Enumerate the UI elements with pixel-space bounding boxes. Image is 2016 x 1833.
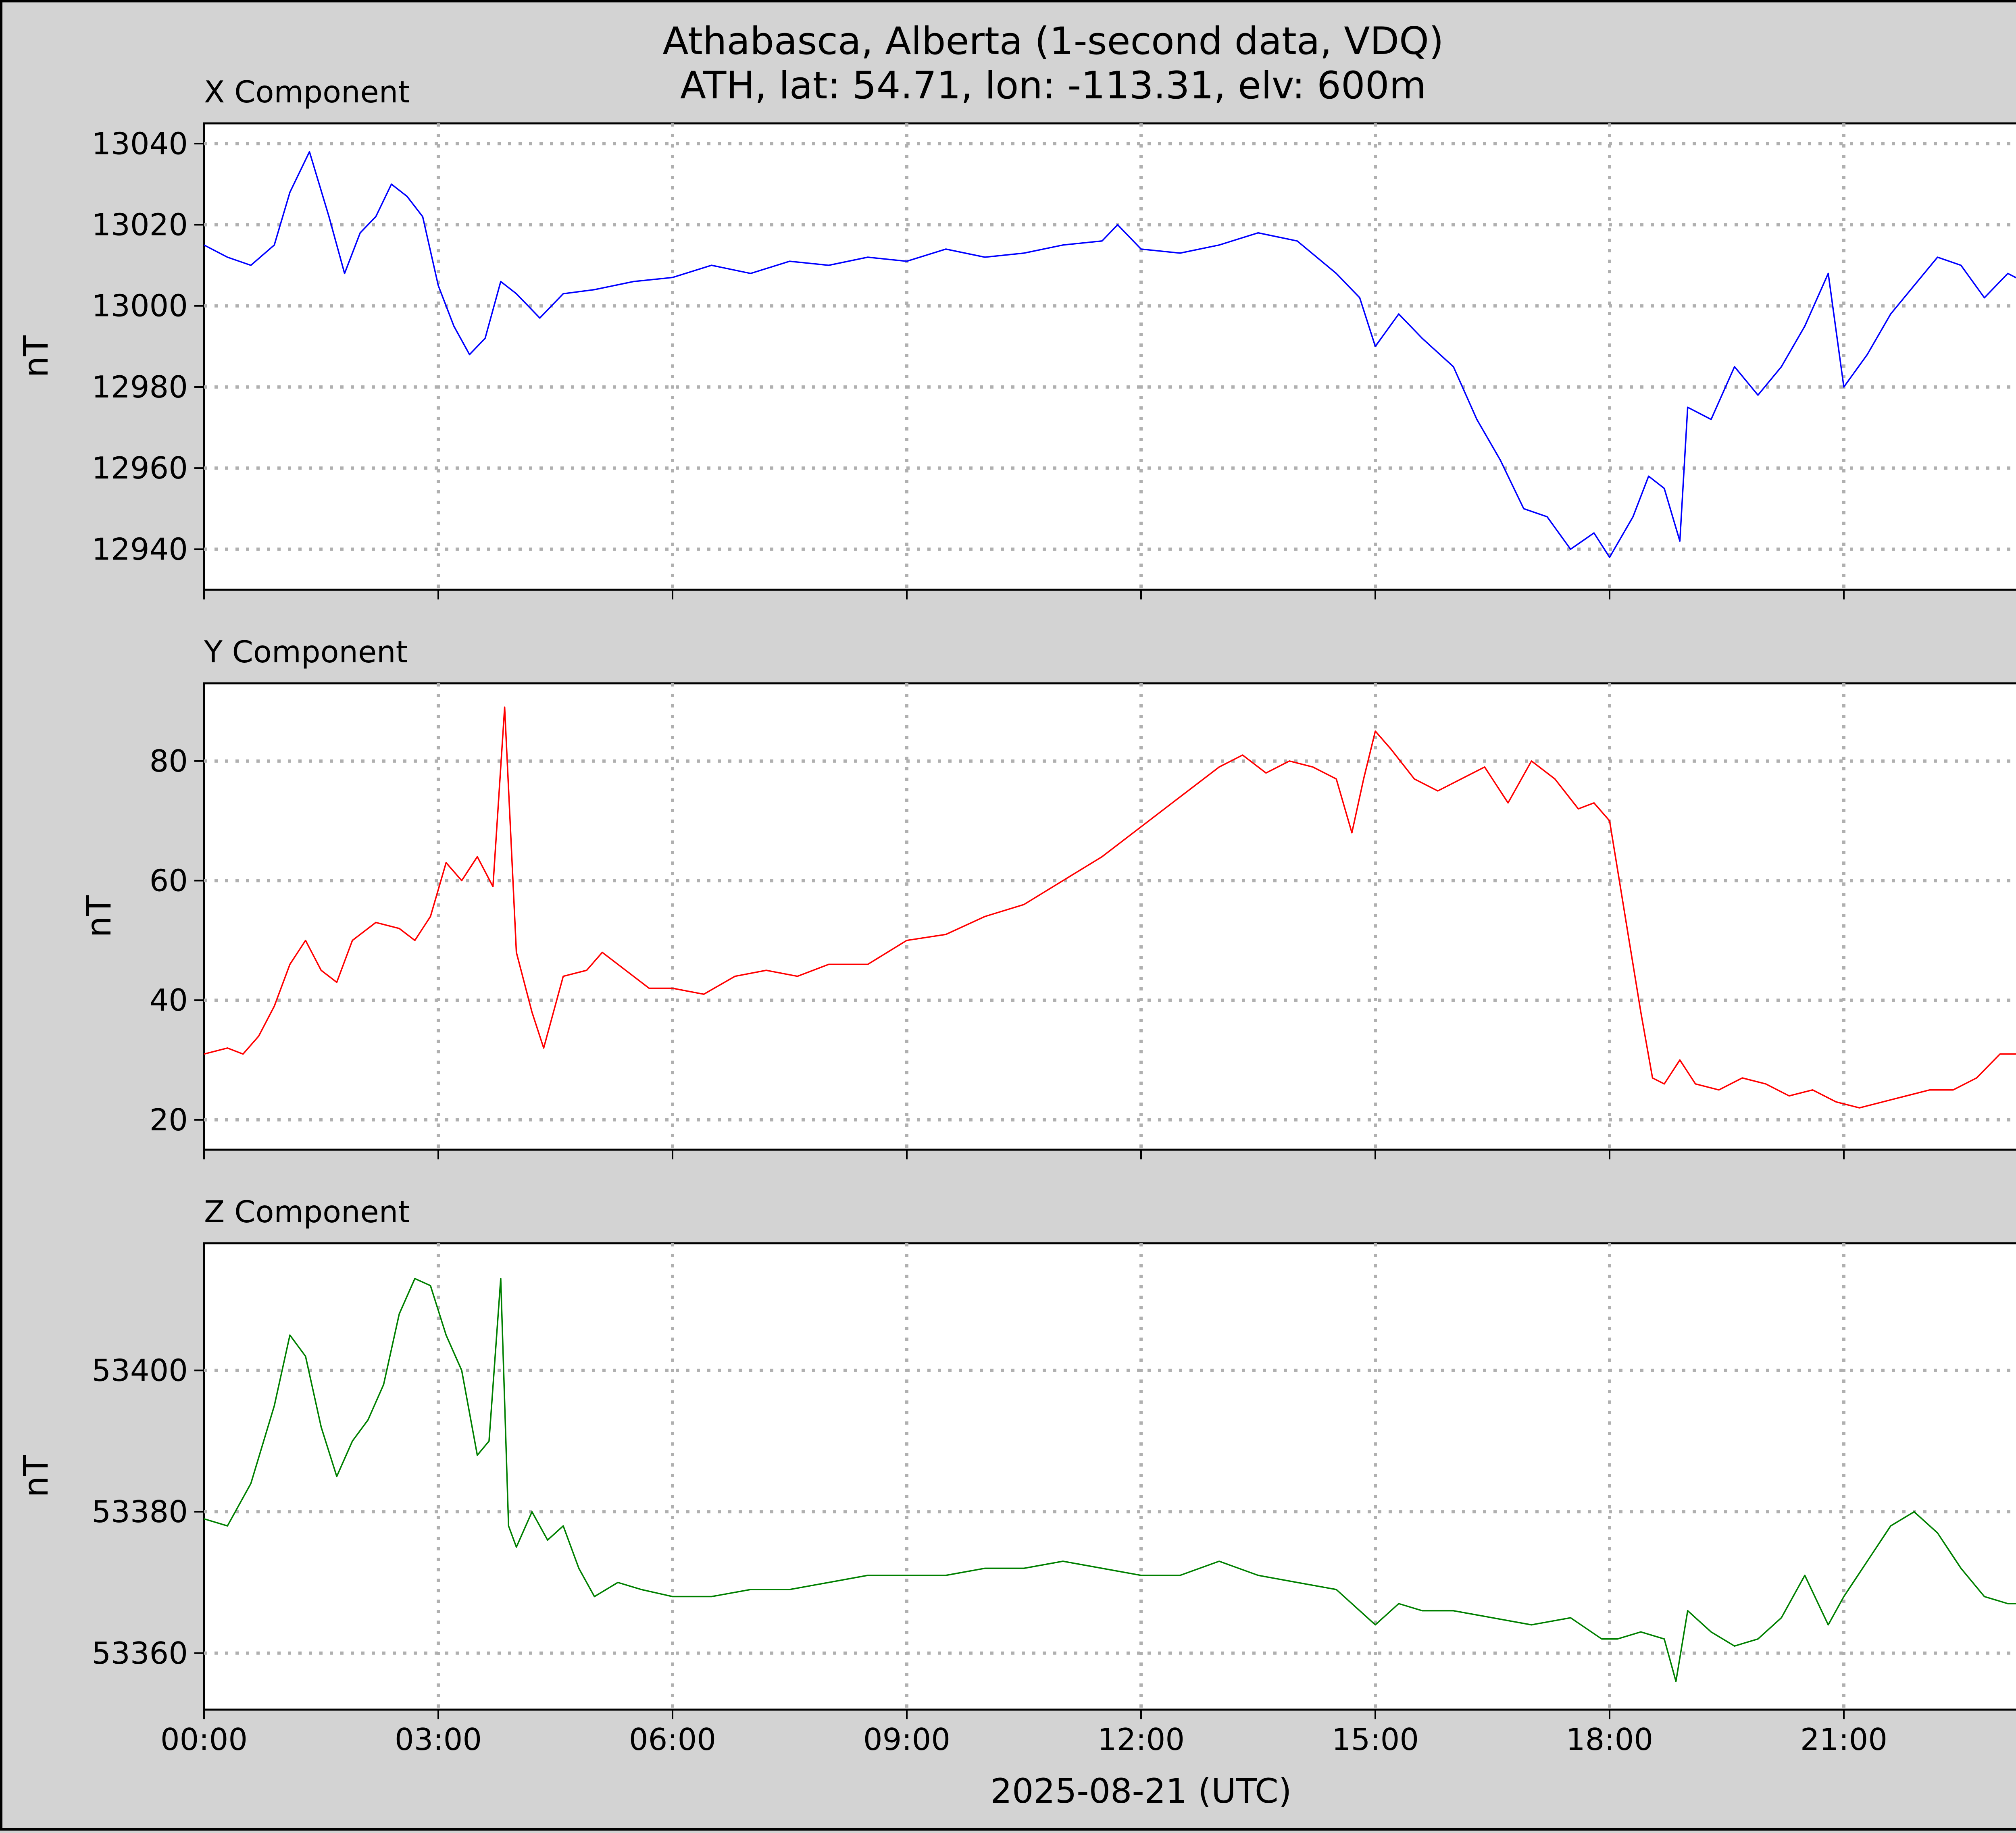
panel-z-component: Z Component nT 53360 53380 53400 — [16, 1194, 2016, 1719]
y-tick-label: 12960 — [92, 450, 188, 486]
chart-subtitle: ATH, lat: 54.71, lon: -113.31, elv: 600m — [680, 64, 1426, 108]
y-tick-label: 40 — [150, 982, 188, 1018]
x-tick-label: 21:00 — [1800, 1722, 1887, 1757]
x-axis-label: 2025-08-21 (UTC) — [991, 1771, 1292, 1811]
panel-y-component: Y Component nT 20 40 60 80 — [79, 634, 2016, 1159]
y-tick-label: 13040 — [92, 126, 188, 161]
chart-title: Athabasca, Alberta (1-second data, VDQ) — [662, 19, 1443, 63]
y-tick-label: 80 — [150, 743, 188, 779]
ylabel-x: nT — [16, 335, 56, 378]
panel-x-component: X Component nT 12940 12960 12980 13000 13020… — [16, 74, 2016, 599]
x-tick-label: 00:00 — [160, 1722, 248, 1757]
panel-title-x: X Component — [204, 74, 410, 110]
x-tick-label: 09:00 — [863, 1722, 950, 1757]
series-line-z — [204, 1277, 2016, 1682]
plot-area — [203, 122, 2016, 591]
y-tick-label: 53400 — [92, 1353, 188, 1388]
y-tick-label: 12980 — [92, 369, 188, 405]
y-tick-label: 53360 — [92, 1635, 188, 1671]
panel-title-y: Y Component — [204, 634, 408, 670]
x-tick-label: 06:00 — [629, 1722, 716, 1757]
x-tick-label: 12:00 — [1098, 1722, 1185, 1757]
ylabel-z: nT — [16, 1455, 56, 1498]
y-tick-label: 20 — [150, 1102, 188, 1138]
y-tick-label: 53380 — [92, 1494, 188, 1529]
y-tick-label: 13020 — [92, 207, 188, 243]
series-line-x — [204, 151, 2016, 558]
x-tick-label: 03:00 — [395, 1722, 482, 1757]
panel-title-z: Z Component — [204, 1194, 410, 1230]
ylabel-y: nT — [79, 895, 119, 938]
x-tick-label: 15:00 — [1332, 1722, 1419, 1757]
y-tick-label: 60 — [150, 863, 188, 899]
x-tick-label: 18:00 — [1566, 1722, 1653, 1757]
y-tick-label: 13000 — [92, 288, 188, 324]
y-tick-label: 12940 — [92, 531, 188, 567]
plot-area — [203, 682, 2016, 1151]
plot-area — [203, 1242, 2016, 1711]
series-line-y — [204, 706, 2016, 1109]
